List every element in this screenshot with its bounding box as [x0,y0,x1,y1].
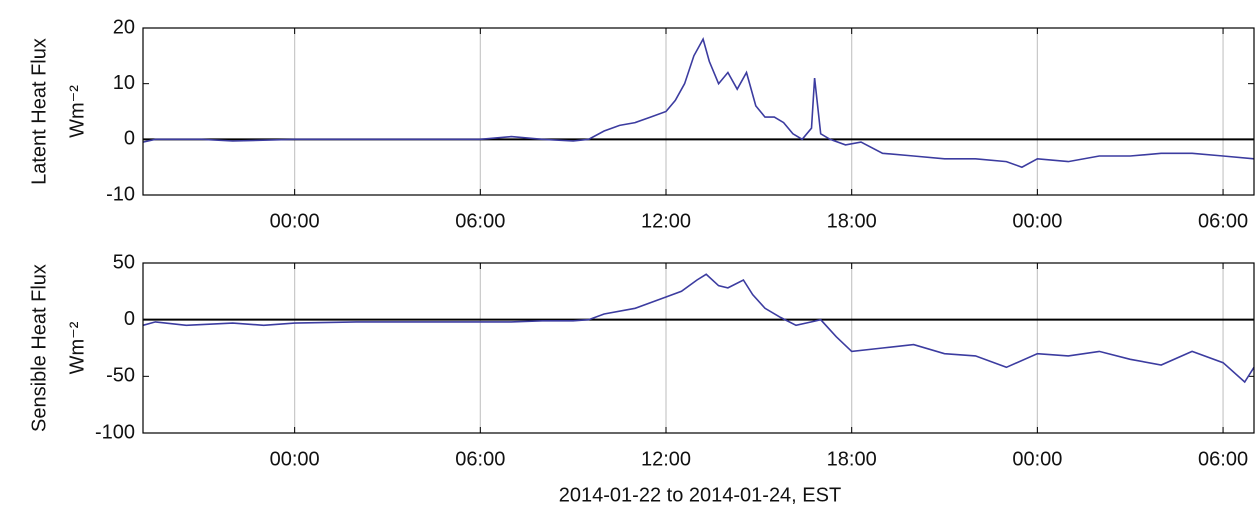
y-tick-label: 0 [124,128,135,150]
x-tick-label: 18:00 [827,448,877,470]
plot-frame [142,27,1255,196]
x-tick-label: 00:00 [270,448,320,470]
x-tick-label: 06:00 [1198,448,1248,470]
y-tick-label: -10 [106,183,135,205]
x-tick-label: 00:00 [1012,448,1062,470]
plot-frame [142,262,1255,434]
y-tick-label: 0 [124,308,135,330]
x-tick-label: 06:00 [455,210,505,232]
x-tick-label: 00:00 [270,210,320,232]
y-tick-label: -100 [95,421,135,443]
y-tick-label: 50 [113,251,135,273]
x-tick-label: 06:00 [455,448,505,470]
y-tick-label: -50 [106,365,135,387]
x-tick-label: 12:00 [641,210,691,232]
y-axis-unit: Wm⁻² [66,321,88,374]
data-line [142,273,1255,384]
y-tick-label: 20 [113,16,135,38]
data-line [142,36,1255,169]
x-tick-label: 06:00 [1198,210,1248,232]
y-tick-label: 10 [113,72,135,94]
y-axis-unit: Wm⁻² [66,85,88,138]
x-tick-label: 12:00 [641,448,691,470]
x-tick-label: 18:00 [827,210,877,232]
x-axis-label: 2014-01-22 to 2014-01-24, EST [559,484,841,506]
x-tick-label: 00:00 [1012,210,1062,232]
y-axis-label: Latent Heat Flux [28,38,50,185]
y-axis-label: Sensible Heat Flux [28,264,50,432]
